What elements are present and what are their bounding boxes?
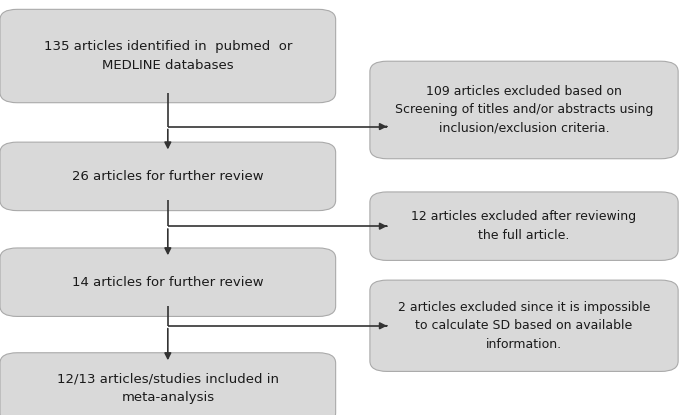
FancyBboxPatch shape <box>0 142 336 211</box>
FancyBboxPatch shape <box>0 353 336 415</box>
Text: 12/13 articles/studies included in
meta-analysis: 12/13 articles/studies included in meta-… <box>57 372 279 404</box>
Text: 2 articles excluded since it is impossible
to calculate SD based on available
in: 2 articles excluded since it is impossib… <box>398 301 650 351</box>
FancyBboxPatch shape <box>370 192 678 261</box>
Text: 14 articles for further review: 14 articles for further review <box>72 276 264 289</box>
FancyBboxPatch shape <box>0 10 336 103</box>
FancyBboxPatch shape <box>0 248 336 316</box>
FancyBboxPatch shape <box>370 280 678 371</box>
FancyBboxPatch shape <box>370 61 678 159</box>
Text: 109 articles excluded based on
Screening of titles and/or abstracts using
inclus: 109 articles excluded based on Screening… <box>395 85 653 135</box>
Text: 12 articles excluded after reviewing
the full article.: 12 articles excluded after reviewing the… <box>412 210 636 242</box>
Text: 26 articles for further review: 26 articles for further review <box>72 170 264 183</box>
Text: 135 articles identified in  pubmed  or
MEDLINE databases: 135 articles identified in pubmed or MED… <box>44 40 292 72</box>
